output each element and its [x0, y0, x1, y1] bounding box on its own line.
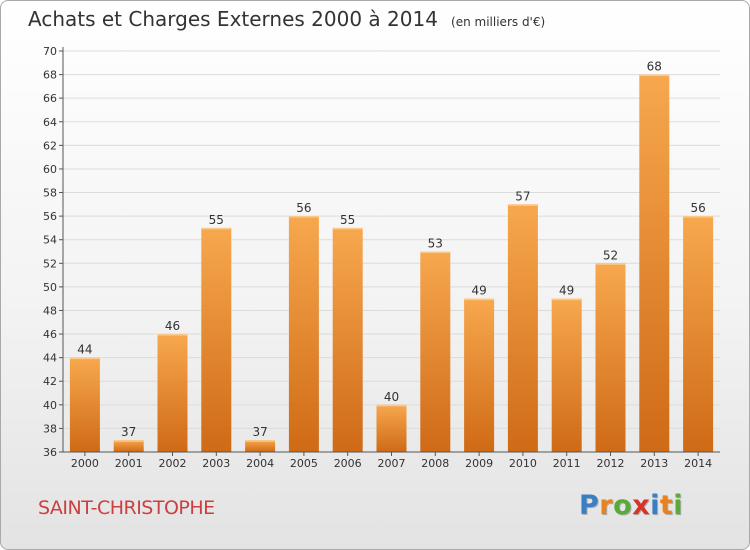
y-tick-label: 36: [43, 446, 57, 459]
y-tick-label: 64: [43, 116, 57, 129]
x-axis: 2000 2001 2002 2003 2004 2005 2006 2007 2008 2009…: [71, 452, 712, 470]
bar-highlight: [639, 74, 670, 77]
bar-highlight: [201, 227, 232, 230]
proxiti-logo[interactable]: Proxiti: [579, 490, 683, 521]
bar: [201, 227, 232, 452]
bar: [332, 227, 363, 452]
data-label: 37: [252, 425, 267, 439]
chart-title: Achats et Charges Externes 2000 à 2014 (…: [28, 7, 545, 31]
x-tick-label: 2005: [290, 457, 318, 470]
bar-highlight: [595, 263, 626, 265]
bar-highlight: [332, 227, 363, 230]
x-tick-label: 2007: [378, 457, 406, 470]
y-tick-label: 60: [43, 163, 57, 176]
location-label: SAINT-CHRISTOPHE: [38, 497, 215, 519]
logo-letter: P: [579, 490, 600, 521]
bar-highlight: [288, 216, 319, 218]
x-tick-label: 2008: [421, 457, 449, 470]
data-label: 57: [515, 189, 530, 203]
logo-letter: i: [673, 490, 684, 521]
bar: [113, 440, 144, 452]
x-tick-label: 2006: [334, 457, 362, 470]
bar: [288, 216, 319, 452]
data-label: 56: [690, 201, 705, 215]
bar-highlight: [551, 298, 582, 301]
x-tick-label: 2013: [640, 457, 668, 470]
bar: [157, 334, 188, 452]
y-tick-label: 48: [43, 304, 57, 317]
bar: [420, 251, 451, 452]
bar: [683, 216, 714, 452]
bar-highlight: [507, 204, 538, 206]
logo-letter: t: [659, 490, 674, 521]
chart-title-unit: (en milliers d'€): [451, 15, 546, 29]
data-label: 49: [471, 284, 486, 298]
bar: [376, 404, 407, 452]
data-label: 44: [77, 343, 92, 357]
data-label: 40: [384, 390, 399, 404]
y-tick-label: 42: [43, 375, 57, 388]
data-label: 52: [603, 248, 618, 262]
x-tick-label: 2011: [553, 457, 581, 470]
bar: [551, 298, 582, 452]
y-tick-label: 38: [43, 422, 57, 435]
data-label: 55: [209, 213, 224, 227]
bar: [639, 74, 670, 453]
bar-highlight: [376, 404, 407, 407]
logo-letter: i: [650, 490, 660, 521]
y-tick-label: 66: [43, 92, 57, 105]
bar: [464, 298, 495, 452]
bar: [245, 440, 276, 452]
x-tick-label: 2001: [115, 457, 143, 470]
y-tick-label: 54: [43, 234, 57, 247]
data-label: 53: [428, 237, 443, 251]
logo-letter: x: [632, 490, 651, 521]
bars: 44 37 46 55 37 56 55 40 53 49 57 49 52 68 56: [69, 60, 714, 453]
data-label: 55: [340, 213, 355, 227]
logo-letter: o: [613, 490, 633, 521]
data-label: 37: [121, 425, 136, 439]
bar-highlight: [69, 357, 100, 360]
x-tick-label: 2014: [684, 457, 712, 470]
x-tick-label: 2004: [246, 457, 274, 470]
bar-highlight: [683, 216, 714, 218]
bar-highlight: [245, 440, 276, 442]
y-tick-label: 52: [43, 257, 57, 270]
y-tick-label: 46: [43, 328, 57, 341]
y-axis: 36 38 40 42 44 46 48 50 52 54 56 58 60 62 64 66 68 70: [43, 45, 63, 459]
y-tick-label: 40: [43, 399, 57, 412]
y-tick-label: 62: [43, 139, 57, 152]
bar: [507, 204, 538, 452]
y-tick-label: 58: [43, 187, 57, 200]
y-tick-label: 56: [43, 210, 57, 223]
x-tick-label: 2003: [202, 457, 230, 470]
x-tick-label: 2012: [597, 457, 625, 470]
data-label: 46: [165, 319, 180, 333]
x-tick-label: 2000: [71, 457, 99, 470]
data-label: 68: [647, 60, 662, 74]
logo-letter: r: [599, 490, 614, 521]
bar: [595, 263, 626, 452]
data-label: 56: [296, 201, 311, 215]
y-tick-label: 68: [43, 69, 57, 82]
x-tick-label: 2009: [465, 457, 493, 470]
y-tick-label: 50: [43, 281, 57, 294]
bar-highlight: [464, 298, 495, 301]
bar: [69, 357, 100, 452]
y-tick-label: 44: [43, 352, 57, 365]
x-tick-label: 2002: [159, 457, 187, 470]
bar-highlight: [420, 251, 451, 253]
bar-highlight: [157, 334, 188, 336]
chart-title-main: Achats et Charges Externes 2000 à 2014: [28, 7, 438, 31]
y-tick-label: 70: [43, 45, 57, 58]
x-tick-label: 2010: [509, 457, 537, 470]
data-label: 49: [559, 284, 574, 298]
bar-highlight: [113, 440, 144, 442]
